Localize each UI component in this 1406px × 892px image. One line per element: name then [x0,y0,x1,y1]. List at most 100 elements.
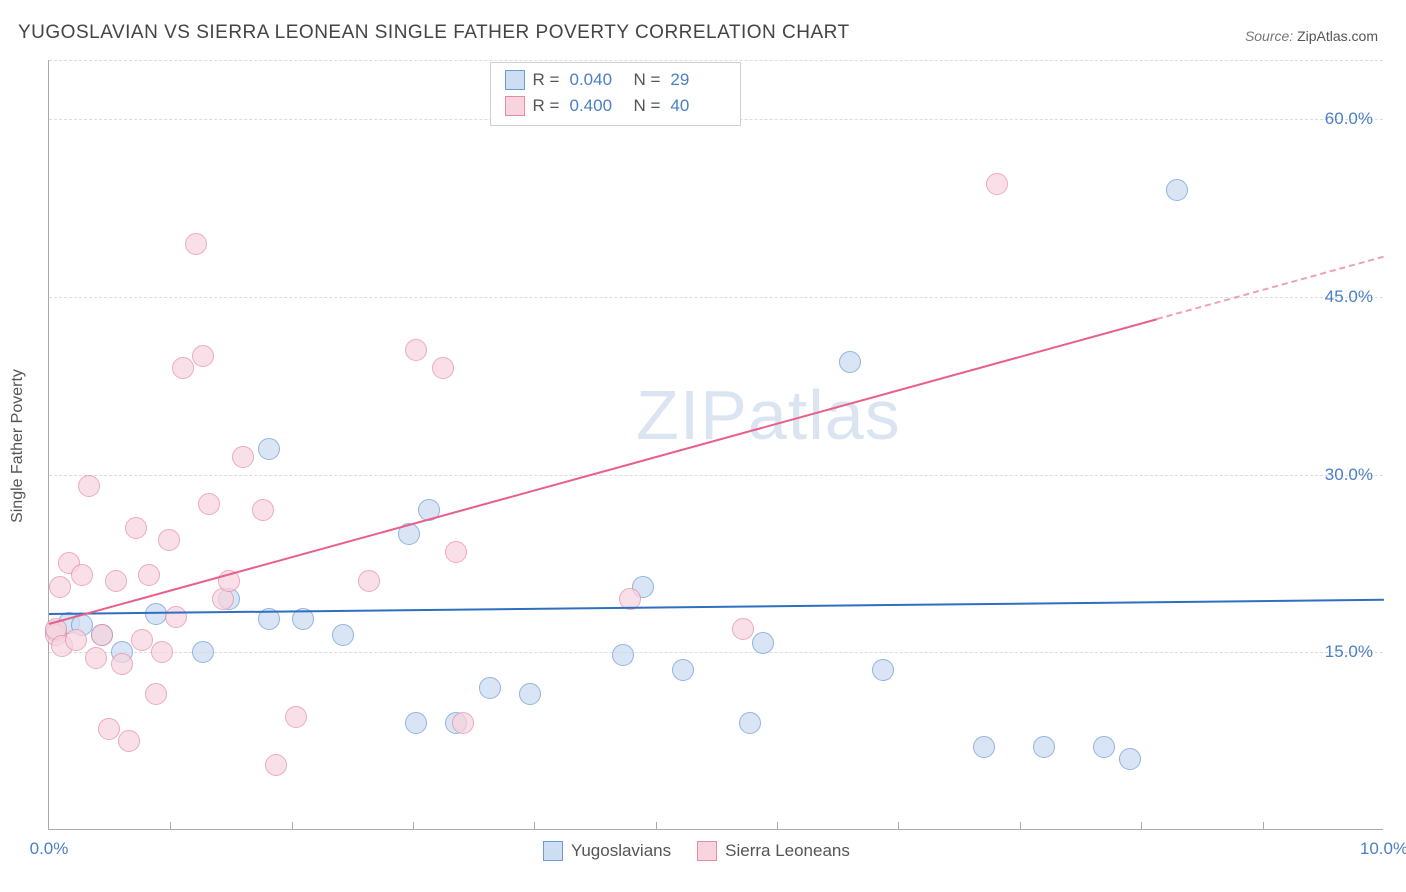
scatter-point [1093,736,1115,758]
scatter-point [192,641,214,663]
scatter-point [445,541,467,563]
scatter-point [105,570,127,592]
scatter-point [452,712,474,734]
scatter-point [125,517,147,539]
y-tick-label: 60.0% [1325,109,1373,129]
scatter-point [973,736,995,758]
scatter-point [479,677,501,699]
scatter-point [405,712,427,734]
chart-plot-area: ZIPatlas 15.0%30.0%45.0%60.0%0.0%10.0%R … [48,60,1383,830]
watermark-rest: atlas [748,376,901,454]
scatter-point [358,570,380,592]
gridline [49,60,1383,61]
legend-row: R = 0.400 N = 40 [505,93,727,119]
scatter-point [252,499,274,521]
trend-line [49,599,1384,615]
scatter-point [78,475,100,497]
x-minor-tick [1141,822,1142,830]
scatter-point [192,345,214,367]
x-minor-tick [898,822,899,830]
chart-title: YUGOSLAVIAN VS SIERRA LEONEAN SINGLE FAT… [18,22,850,44]
scatter-point [151,641,173,663]
legend-item: Sierra Leoneans [697,841,850,861]
scatter-point [131,629,153,651]
scatter-point [232,446,254,468]
scatter-point [265,754,287,776]
legend-n-value: 40 [670,93,720,119]
scatter-point [332,624,354,646]
scatter-point [111,653,133,675]
y-tick-label: 30.0% [1325,465,1373,485]
gridline [49,475,1383,476]
x-minor-tick [656,822,657,830]
source-value: ZipAtlas.com [1297,28,1378,44]
scatter-point [185,233,207,255]
x-minor-tick [777,822,778,830]
legend-r-label: R = [533,67,560,93]
source-label: Source: [1245,28,1297,44]
legend-row: R = 0.040 N = 29 [505,67,727,93]
scatter-point [71,564,93,586]
scatter-point [672,659,694,681]
scatter-point [91,624,113,646]
scatter-point [519,683,541,705]
scatter-point [85,647,107,669]
y-tick-label: 45.0% [1325,287,1373,307]
x-minor-tick [413,822,414,830]
legend-n-label: N = [633,67,660,93]
y-axis-label: Single Father Poverty [9,369,27,523]
scatter-point [258,438,280,460]
legend-series-name: Yugoslavians [571,841,671,861]
legend-swatch [543,841,563,861]
scatter-point [872,659,894,681]
x-minor-tick [170,822,171,830]
legend-series: Yugoslavians Sierra Leoneans [543,841,850,861]
legend-correlation: R = 0.040 N = 29 R = 0.400 N = 40 [490,62,742,126]
scatter-point [158,529,180,551]
legend-r-value: 0.040 [569,67,619,93]
scatter-point [165,606,187,628]
scatter-point [405,339,427,361]
legend-swatch [697,841,717,861]
trend-line [49,318,1158,625]
scatter-point [1033,736,1055,758]
legend-n-value: 29 [670,67,720,93]
scatter-point [839,351,861,373]
legend-item: Yugoslavians [543,841,671,861]
source-attribution: Source: ZipAtlas.com [1245,28,1378,44]
scatter-point [118,730,140,752]
scatter-point [432,357,454,379]
watermark: ZIPatlas [636,375,901,455]
scatter-point [1166,179,1188,201]
gridline [49,297,1383,298]
scatter-point [198,493,220,515]
scatter-point [145,603,167,625]
legend-n-label: N = [633,93,660,119]
scatter-point [1119,748,1141,770]
scatter-point [172,357,194,379]
x-minor-tick [1020,822,1021,830]
watermark-bold: ZIP [636,376,748,454]
x-minor-tick [1263,822,1264,830]
x-tick-label: 0.0% [30,839,69,859]
x-minor-tick [292,822,293,830]
scatter-point [739,712,761,734]
legend-series-name: Sierra Leoneans [725,841,850,861]
legend-r-label: R = [533,93,560,119]
y-tick-label: 15.0% [1325,642,1373,662]
scatter-point [145,683,167,705]
scatter-point [49,576,71,598]
scatter-point [138,564,160,586]
legend-swatch [505,96,525,116]
scatter-point [612,644,634,666]
gridline [49,652,1383,653]
scatter-point [752,632,774,654]
scatter-point [732,618,754,640]
scatter-point [65,629,87,651]
legend-r-value: 0.400 [569,93,619,119]
x-tick-label: 10.0% [1360,839,1406,859]
x-minor-tick [534,822,535,830]
scatter-point [986,173,1008,195]
scatter-point [98,718,120,740]
scatter-point [285,706,307,728]
